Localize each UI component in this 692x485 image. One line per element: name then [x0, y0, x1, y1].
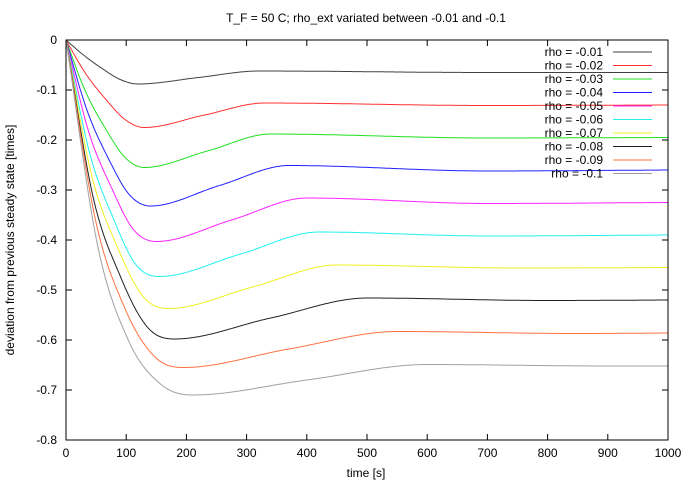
y-tick-label: -0.2 [36, 133, 57, 147]
series-lines [65, 39, 668, 396]
x-tick-label: 900 [598, 446, 618, 460]
y-tick-label: -0.4 [36, 233, 57, 247]
x-axis-label: time [s] [347, 466, 386, 480]
y-tick-label: -0.8 [36, 433, 57, 447]
series-line-3 [65, 39, 668, 168]
legend-label: rho = -0.02 [545, 59, 604, 73]
legend-label: rho = -0.1 [551, 167, 603, 181]
y-tick-label: -0.7 [36, 383, 57, 397]
legend-label: rho = -0.05 [545, 99, 604, 113]
x-tick-label: 1000 [655, 446, 682, 460]
series-line-4 [65, 39, 668, 207]
legend-label: rho = -0.03 [545, 72, 604, 86]
x-tick-label: 100 [116, 446, 136, 460]
legend-label: rho = -0.04 [545, 86, 604, 100]
chart-title: T_F = 50 C; rho_ext variated between -0.… [226, 11, 506, 25]
legend-label: rho = -0.06 [545, 113, 604, 127]
x-tick-label: 300 [237, 446, 257, 460]
x-tick-label: 400 [297, 446, 317, 460]
x-tick-label: 500 [357, 446, 377, 460]
series-line-8 [65, 39, 668, 340]
series-line-2 [65, 39, 668, 128]
legend-label: rho = -0.01 [545, 45, 604, 59]
series-line-10 [65, 39, 668, 396]
y-axis-label: deviation from previous steady state [ti… [3, 125, 17, 356]
x-tick-label: 800 [538, 446, 558, 460]
x-tick-label: 0 [63, 446, 70, 460]
series-line-7 [65, 39, 668, 309]
series-line-5 [65, 39, 668, 242]
plot-frame [65, 39, 669, 441]
y-tick-label: -0.3 [36, 183, 57, 197]
series-line-9 [65, 39, 668, 368]
y-tick-label: -0.6 [36, 333, 57, 347]
y-tick-label: -0.5 [36, 283, 57, 297]
series-line-1 [65, 39, 668, 85]
y-tick-label: -0.1 [36, 83, 57, 97]
x-tick-label: 600 [417, 446, 437, 460]
axes: 0 100 200 300 400 500 600 700 800 900 1000 0 -0.1 -0.… [36, 33, 681, 460]
y-tick-label: 0 [50, 33, 57, 47]
series-line-6 [65, 39, 668, 277]
x-tick-label: 200 [176, 446, 196, 460]
legend-label: rho = -0.07 [545, 126, 604, 140]
legend-label: rho = -0.08 [545, 140, 604, 154]
x-tick-label: 700 [477, 446, 497, 460]
legend-label: rho = -0.09 [545, 153, 604, 167]
